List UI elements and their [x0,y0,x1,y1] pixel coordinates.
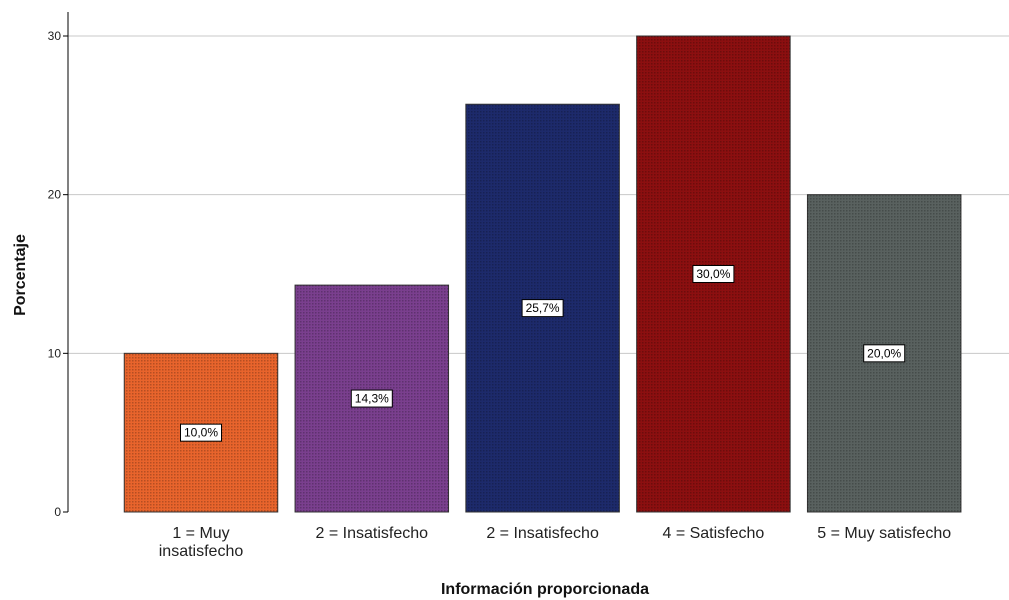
data-label-box [692,265,735,283]
y-tick-label: 20 [48,188,62,202]
x-axis-title: Información proporcionada [441,581,649,598]
y-tick-label: 10 [48,346,62,360]
data-label: 25,7% [526,301,560,315]
y-ticks: 0 10 20 30 [48,29,68,519]
x-tick-label: 2 = Insatisfecho [486,525,599,542]
y-axis-title: Porcentaje [12,234,29,316]
data-label-box [521,299,564,318]
data-label: 14,3% [355,392,389,406]
data-label: 20,0% [867,346,901,360]
data-labels: 10,0% 14,3% 25,7% 30,0% 20,0% [180,265,906,442]
x-tick-label: 1 = Muy [172,525,229,542]
data-label: 30,0% [696,267,730,281]
data-label: 10,0% [184,426,218,440]
data-label-box [863,344,906,363]
x-tick-label: insatisfecho [159,543,244,560]
data-label-box [350,389,393,408]
x-tick-label: 4 = Satisfecho [662,525,764,542]
y-tick-label: 0 [54,505,61,519]
y-tick-label: 30 [48,29,62,43]
data-label-box [180,423,222,442]
x-tick-label: 5 = Muy satisfecho [817,525,951,542]
x-tick-label: 2 = Insatisfecho [316,525,429,542]
bars [123,35,962,513]
